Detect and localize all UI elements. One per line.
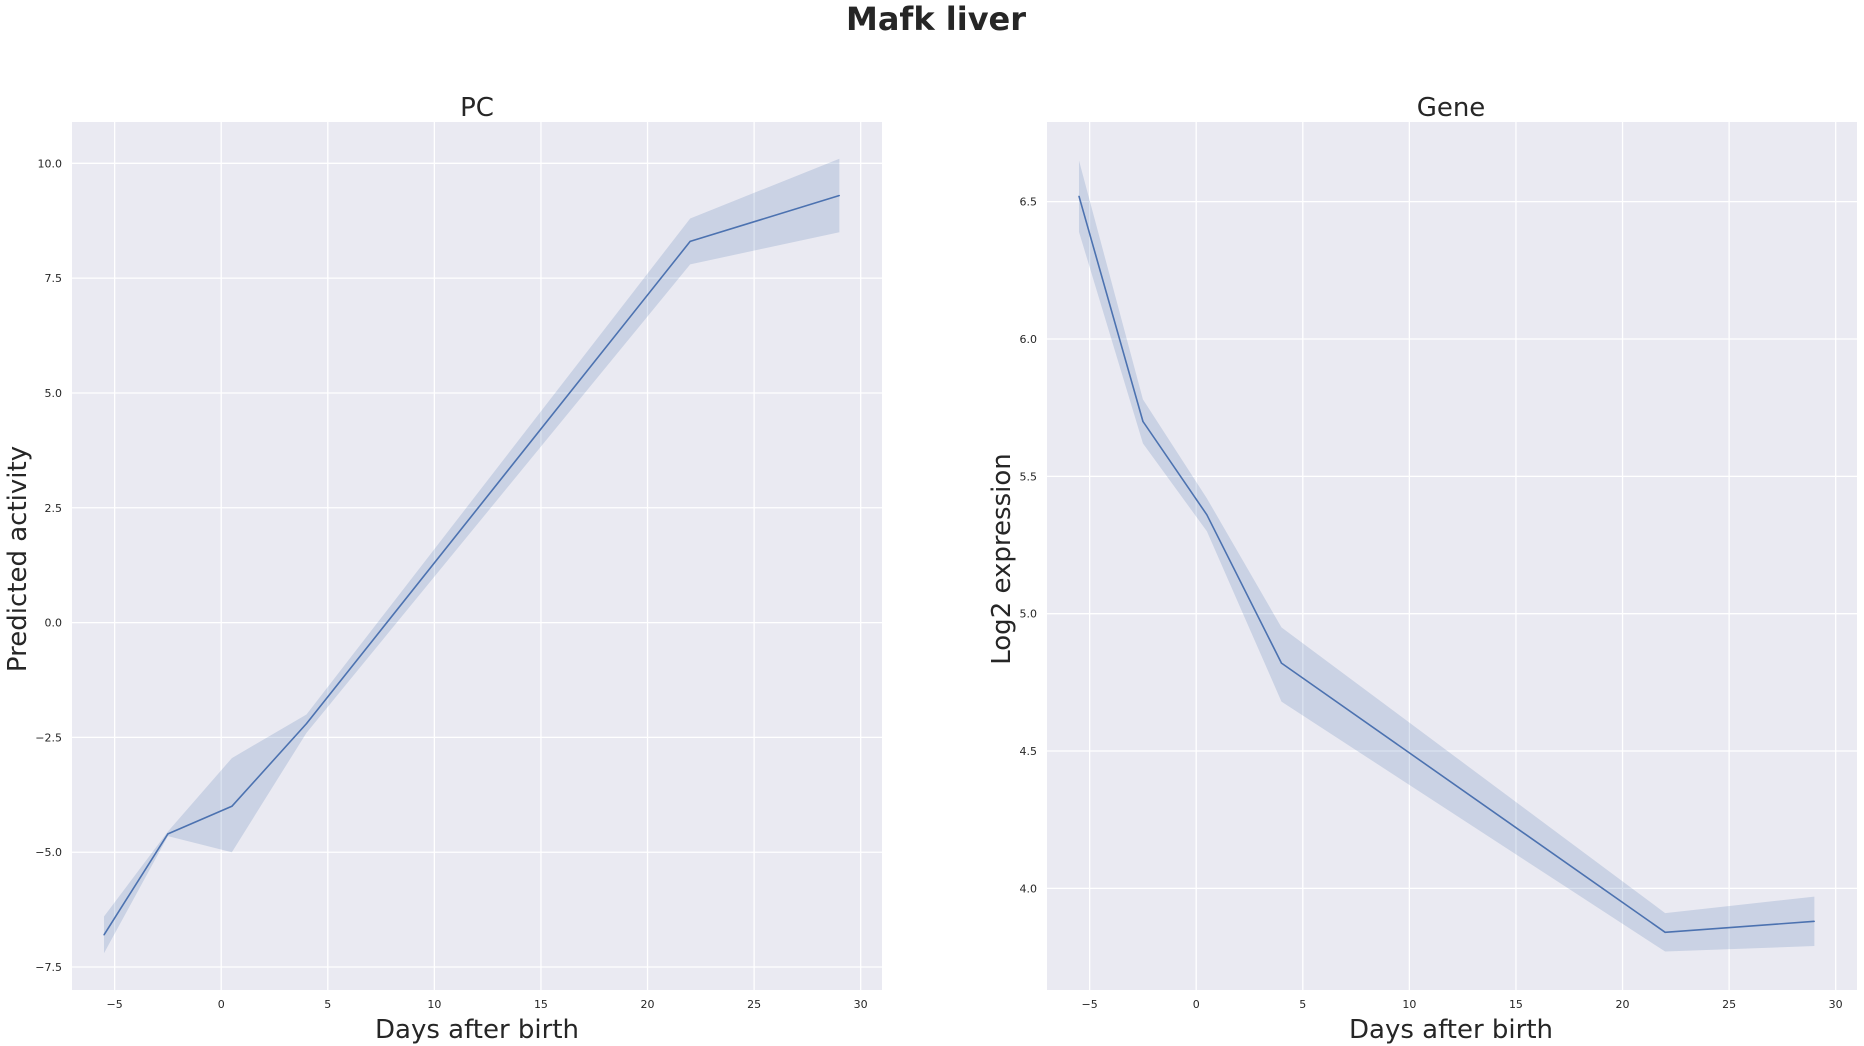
subplot-title: Gene bbox=[1417, 93, 1486, 123]
x-tick-label: 5 bbox=[324, 998, 331, 1011]
x-tick-label: −5 bbox=[107, 998, 123, 1011]
y-tick-label: 10.0 bbox=[38, 157, 63, 170]
data-point bbox=[167, 833, 169, 835]
y-tick-label: 0.0 bbox=[45, 617, 63, 630]
y-tick-label: 5.0 bbox=[1020, 608, 1038, 621]
x-tick-label: −5 bbox=[1082, 998, 1098, 1011]
x-tick-label: 30 bbox=[854, 998, 868, 1011]
x-tick-label: 25 bbox=[747, 998, 761, 1011]
y-tick-label: 6.5 bbox=[1020, 196, 1038, 209]
y-tick-label: 2.5 bbox=[45, 502, 63, 515]
data-point bbox=[231, 805, 233, 807]
x-tick-label: 15 bbox=[534, 998, 548, 1011]
y-tick-label: 4.0 bbox=[1020, 882, 1038, 895]
x-tick-label: 20 bbox=[1616, 998, 1630, 1011]
x-tick-label: 10 bbox=[1402, 998, 1416, 1011]
subplot-title: PC bbox=[460, 93, 494, 123]
x-tick-label: 0 bbox=[1193, 998, 1200, 1011]
x-axis-label: Days after birth bbox=[1349, 1015, 1553, 1045]
x-tick-label: 30 bbox=[1829, 998, 1843, 1011]
y-axis-label: Predicted activity bbox=[3, 446, 33, 672]
gridlines bbox=[72, 122, 882, 990]
x-axis-label: Days after birth bbox=[375, 1015, 579, 1045]
data-point bbox=[1813, 920, 1815, 922]
subplot-gene: Gene Days after birth Log2 expression −5… bbox=[987, 93, 1857, 1045]
y-tick-label: 5.5 bbox=[1020, 470, 1038, 483]
x-tick-label: 20 bbox=[641, 998, 655, 1011]
data-point bbox=[1664, 931, 1666, 933]
data-point bbox=[1206, 514, 1208, 516]
data-point bbox=[1280, 662, 1283, 664]
y-tick-label: 4.5 bbox=[1020, 745, 1038, 758]
y-tick-label: 6.0 bbox=[1020, 333, 1038, 346]
y-tick-label: −7.5 bbox=[35, 961, 62, 974]
y-tick-label: 5.0 bbox=[45, 387, 63, 400]
confidence-band bbox=[1078, 160, 1815, 952]
y-tick-label: 7.5 bbox=[45, 272, 63, 285]
series-line bbox=[103, 194, 840, 936]
x-tick-label: 0 bbox=[218, 998, 225, 1011]
figure-suptitle: Mafk liver bbox=[846, 0, 1026, 38]
y-tick-label: −2.5 bbox=[35, 731, 62, 744]
y-tick-label: −5.0 bbox=[35, 846, 62, 859]
data-point bbox=[1142, 420, 1144, 423]
plot-area bbox=[1047, 122, 1857, 990]
data-point bbox=[103, 934, 105, 936]
confidence-band bbox=[103, 158, 840, 954]
x-tick-label: 15 bbox=[1509, 998, 1523, 1011]
data-point bbox=[689, 240, 691, 243]
data-point bbox=[838, 194, 840, 197]
gridlines bbox=[1047, 122, 1857, 990]
plot-area bbox=[72, 122, 882, 990]
x-tick-label: 25 bbox=[1722, 998, 1736, 1011]
y-axis-label: Log2 expression bbox=[987, 453, 1017, 665]
data-point bbox=[1078, 195, 1080, 197]
data-point bbox=[305, 723, 308, 725]
series-line bbox=[1078, 195, 1815, 934]
x-tick-label: 10 bbox=[427, 998, 441, 1011]
subplot-pc: PC Days after birth Predicted activity −… bbox=[3, 93, 882, 1045]
x-tick-label: 5 bbox=[1299, 998, 1306, 1011]
